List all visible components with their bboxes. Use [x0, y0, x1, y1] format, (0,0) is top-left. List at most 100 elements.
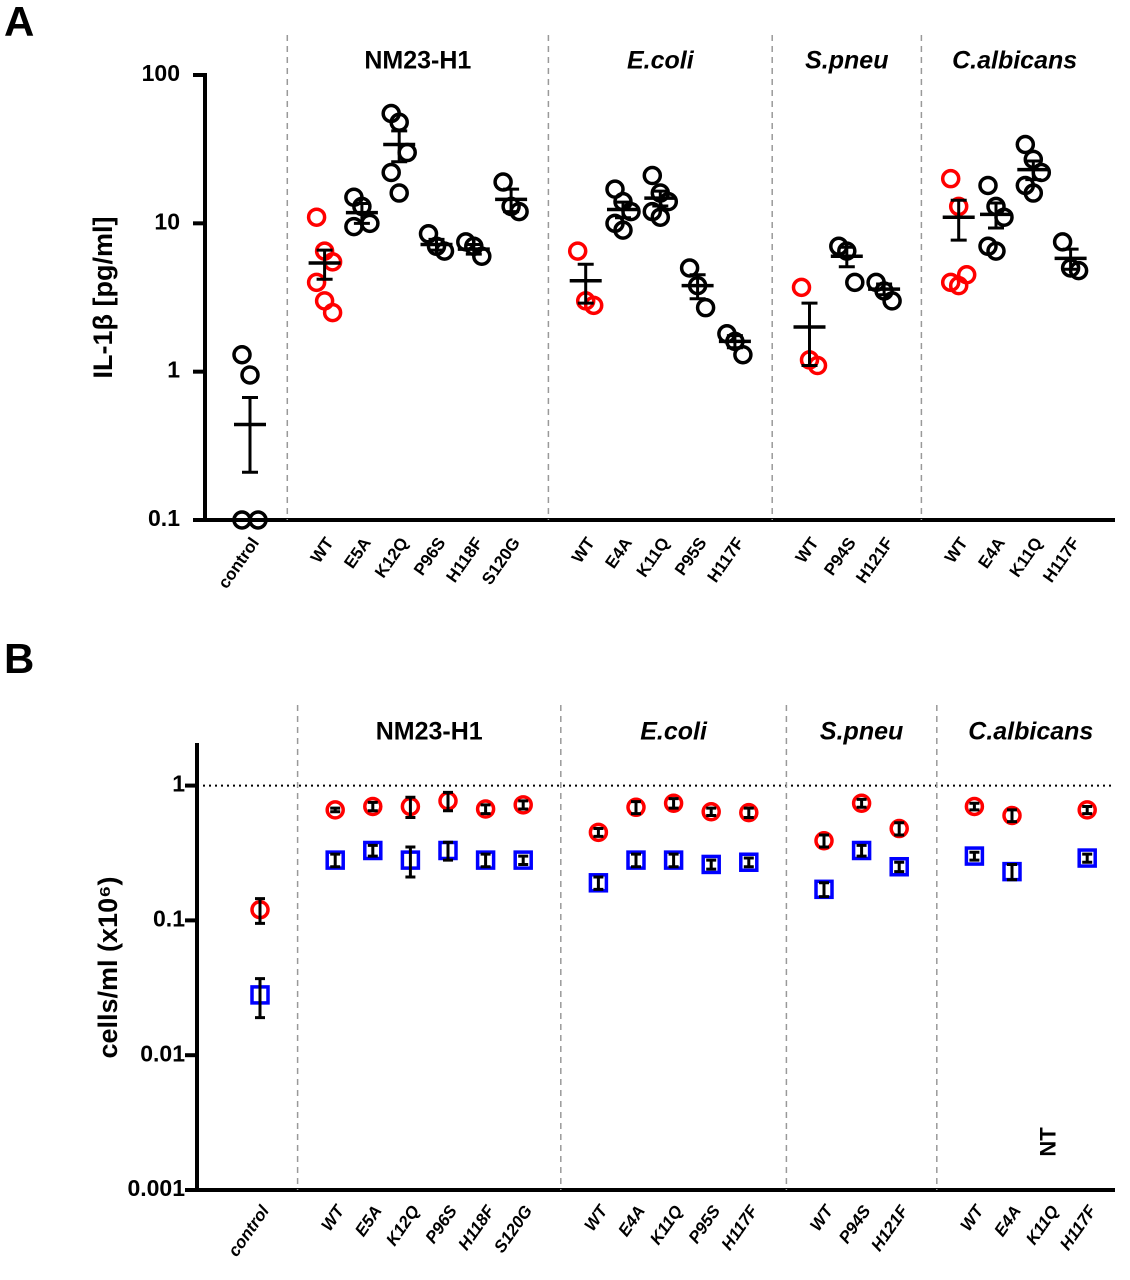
data-point — [1077, 848, 1097, 868]
x-tick-label: WT — [581, 1201, 613, 1235]
x-tick-label: WT — [957, 1201, 989, 1235]
error-bar — [577, 262, 594, 305]
y-axis-label: IL-1β [pg/ml] — [88, 217, 118, 379]
error-bar — [706, 858, 717, 871]
group-label: NM23-H1 — [376, 718, 483, 746]
error-bar — [1025, 159, 1042, 182]
error-bar — [405, 795, 416, 819]
data-point — [626, 797, 646, 818]
error-bar — [668, 797, 679, 810]
x-tick-label: WT — [317, 1201, 349, 1235]
x-tick-label: H117F — [704, 534, 748, 586]
data-point — [845, 272, 865, 293]
panel-label: A — [4, 0, 34, 45]
data-point — [791, 277, 812, 298]
y-tick-label: 0.1 — [148, 505, 180, 531]
error-bar — [1007, 808, 1017, 824]
error-bar — [631, 800, 641, 816]
x-tick-label: E4A — [974, 534, 1009, 572]
error-bar — [255, 977, 265, 1020]
data-point — [701, 801, 721, 822]
error-bar — [838, 245, 855, 269]
data-point — [613, 220, 633, 240]
error-bar — [367, 843, 378, 858]
x-tick-label: control — [214, 534, 263, 592]
data-point — [650, 207, 671, 227]
error-bar — [1062, 247, 1079, 271]
error-bar — [631, 852, 641, 869]
data-point — [475, 799, 496, 819]
error-bar — [615, 200, 631, 220]
error-bar — [503, 187, 520, 214]
annotation: NT — [1035, 1127, 1060, 1157]
x-tick-label: E5A — [351, 1202, 386, 1240]
data-point — [493, 172, 513, 192]
group-label: C.albicans — [968, 718, 1093, 746]
panel-label: B — [4, 635, 34, 682]
error-bar — [443, 840, 453, 862]
data-point — [964, 846, 985, 866]
data-point — [814, 830, 834, 851]
data-point — [1031, 162, 1052, 183]
data-point — [583, 295, 604, 316]
data-point — [739, 802, 759, 823]
group-label: E.coli — [640, 718, 708, 746]
group-label: E.coli — [627, 47, 695, 75]
y-tick-label: 10 — [154, 208, 180, 234]
y-tick-label: 1 — [167, 357, 180, 383]
data-point — [978, 175, 998, 196]
data-point — [567, 241, 588, 261]
error-bar — [706, 806, 717, 817]
data-point — [1052, 232, 1073, 252]
error-bar — [316, 248, 333, 281]
error-bar — [969, 801, 980, 812]
data-point — [306, 207, 327, 227]
data-point — [701, 854, 721, 875]
data-point — [363, 796, 383, 817]
data-point — [306, 272, 327, 293]
data-point — [663, 793, 684, 813]
x-tick-label: E4A — [601, 534, 636, 572]
data-point — [986, 241, 1006, 261]
x-tick-label: H117F — [1056, 1201, 1100, 1253]
x-tick-label: K11Q — [633, 534, 674, 581]
error-bar — [443, 790, 453, 813]
x-tick-label: K12Q — [371, 534, 412, 581]
group-label: S.pneu — [805, 47, 888, 75]
error-bar — [330, 852, 341, 869]
x-tick-label: E4A — [990, 1202, 1025, 1240]
x-tick-label: S120G — [490, 1202, 536, 1256]
x-tick-label: H121F — [852, 534, 897, 587]
data-point — [642, 165, 663, 186]
error-bar — [689, 273, 706, 301]
error-bar — [668, 852, 679, 869]
error-bar — [969, 850, 980, 862]
x-tick-label: WT — [568, 533, 599, 566]
error-bar — [801, 301, 818, 368]
x-tick-label: H117F — [1039, 534, 1083, 586]
data-point — [1002, 805, 1022, 826]
x-tick-label: S120G — [478, 534, 524, 588]
error-bar — [593, 827, 604, 838]
y-tick-label: 100 — [142, 60, 180, 86]
data-point — [588, 822, 609, 843]
data-point — [513, 795, 533, 815]
data-point — [889, 856, 909, 877]
error-bar — [894, 821, 905, 837]
data-point — [695, 297, 716, 318]
error-bar — [367, 800, 378, 813]
error-bar — [876, 282, 893, 297]
error-bar — [480, 852, 491, 869]
x-tick-label: H121F — [867, 1201, 912, 1254]
y-tick-label: 1 — [172, 771, 185, 797]
x-tick-label: E5A — [340, 534, 375, 572]
data-point — [397, 142, 417, 163]
error-bar — [1082, 852, 1093, 864]
data-point — [344, 216, 364, 237]
data-point — [964, 796, 985, 817]
x-tick-label: control — [224, 1201, 273, 1260]
data-point — [363, 840, 383, 861]
error-bar — [743, 856, 754, 869]
data-point — [389, 183, 409, 203]
error-bar — [428, 237, 445, 252]
